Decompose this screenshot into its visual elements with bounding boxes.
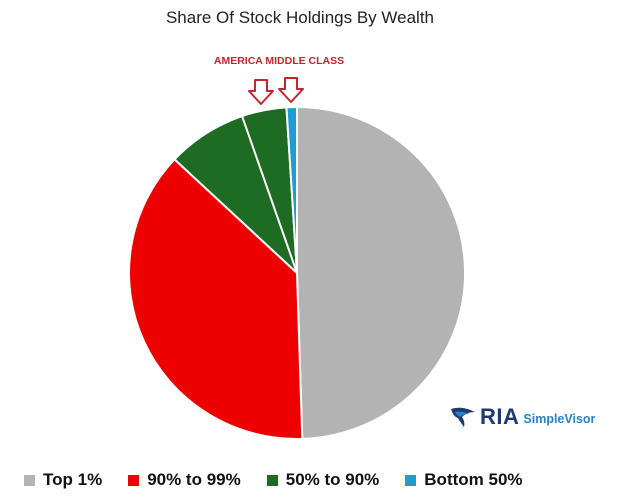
chart-title: Share Of Stock Holdings By Wealth (165, 8, 435, 27)
logo-ria-text: RIA (480, 404, 520, 429)
legend-label: Bottom 50% (424, 470, 523, 489)
pie-slice-bottom-50 (285, 105, 298, 274)
ria-simplevisor-logo: RIA SimpleVisor (450, 404, 595, 430)
legend-item-90-to-99: 90% to 99% (128, 470, 241, 490)
legend-swatch (405, 474, 417, 486)
legend-item-50-to-90: 50% to 90% (266, 470, 380, 490)
legend-label: Top 1% (43, 470, 103, 489)
legend: Top 1% 90% to 99% 50% to 90% Bottom 50% (24, 470, 549, 490)
legend-label: 50% to 90% (285, 470, 380, 489)
legend-swatch (24, 474, 35, 486)
down-arrow-icon (278, 77, 304, 103)
middle-class-divider (241, 115, 298, 274)
slice-divider-line (241, 115, 298, 274)
logo-simplevisor-text: SimpleVisor (523, 412, 596, 426)
legend-label: 90% to 99% (147, 470, 241, 489)
pie-slice-50-to-90 (173, 106, 299, 276)
annotation-label: AMERICA MIDDLE CLASS (214, 55, 344, 67)
eagle-logo-icon (451, 407, 475, 427)
legend-item-top-1: Top 1% (24, 470, 102, 490)
pie-slice-90-to-99 (128, 157, 304, 440)
down-arrow-icon (248, 79, 274, 105)
legend-item-bottom-50: Bottom 50% (405, 470, 523, 490)
legend-swatch (266, 474, 278, 486)
pie-slices (128, 105, 467, 440)
legend-swatch (128, 474, 140, 486)
pie-slice-top-1 (296, 105, 467, 440)
